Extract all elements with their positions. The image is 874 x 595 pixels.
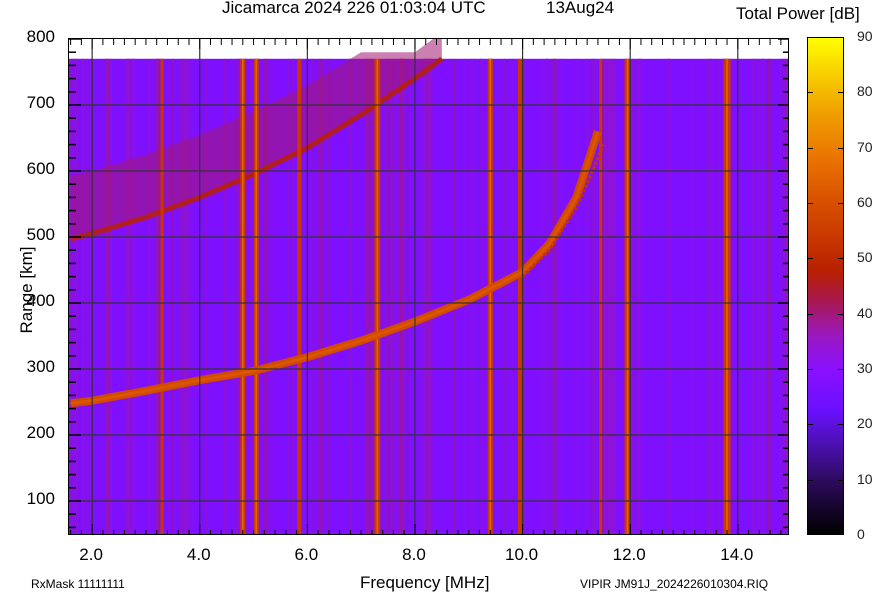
plot-title: Jicamarca 2024 226 01:03:04 UTC <box>222 0 486 17</box>
y-tick-label: 400 <box>26 291 55 310</box>
colorbar-tick-label: 10 <box>857 470 873 487</box>
colorbar-tick-label: 60 <box>857 194 873 210</box>
colorbar-tick-label: 20 <box>857 415 873 432</box>
plot-date: 13Aug24 <box>546 0 615 17</box>
colorbar-tick-label: 90 <box>857 28 873 44</box>
y-axis-title: Range [km] <box>17 246 36 334</box>
y-tick-label: 100 <box>26 489 55 509</box>
x-tick-label: 10.0 <box>505 545 539 564</box>
y-tick-label: 800 <box>26 27 55 46</box>
x-tick-label: 4.0 <box>186 545 211 564</box>
colorbar-tick-label: 0 <box>857 526 865 542</box>
second-hop-trace <box>70 56 444 242</box>
colorbar-tick-label: 30 <box>857 360 873 376</box>
y-tick-label: 500 <box>26 225 55 244</box>
rxmask-label: RxMask 11111111 <box>31 577 125 591</box>
colorbar-tick-label: 40 <box>857 304 873 321</box>
x-axis-title: Frequency [MHz] <box>360 573 490 592</box>
interference-band <box>599 58 603 534</box>
y-tick-label: 300 <box>26 357 55 376</box>
y-tick-label: 700 <box>26 93 55 112</box>
colorbar-tick-label: 70 <box>857 138 873 155</box>
x-tick-label: 2.0 <box>79 545 103 564</box>
interference-band <box>297 58 302 534</box>
x-tick-label: 6.0 <box>294 545 319 564</box>
x-tick-label: 8.0 <box>402 545 426 564</box>
y-tick-label: 200 <box>26 423 55 443</box>
ionogram-heatmap <box>69 39 788 534</box>
y-tick-label: 600 <box>26 159 55 178</box>
ionogram-plot-area <box>68 38 789 535</box>
x-tick-label: 12.0 <box>612 545 646 564</box>
colorbar-tick-label: 80 <box>857 83 873 100</box>
interference-band <box>517 58 522 534</box>
colorbar-tick-label: 50 <box>857 249 873 266</box>
interference-band <box>160 58 164 534</box>
x-tick-label: 14.0 <box>720 545 754 564</box>
x-trace <box>521 144 605 278</box>
filename-label: VIPIR JM91J_2024226010304.RIQ <box>580 577 769 591</box>
colorbar-title: Total Power [dB] <box>736 4 860 23</box>
colorbar <box>807 37 844 535</box>
